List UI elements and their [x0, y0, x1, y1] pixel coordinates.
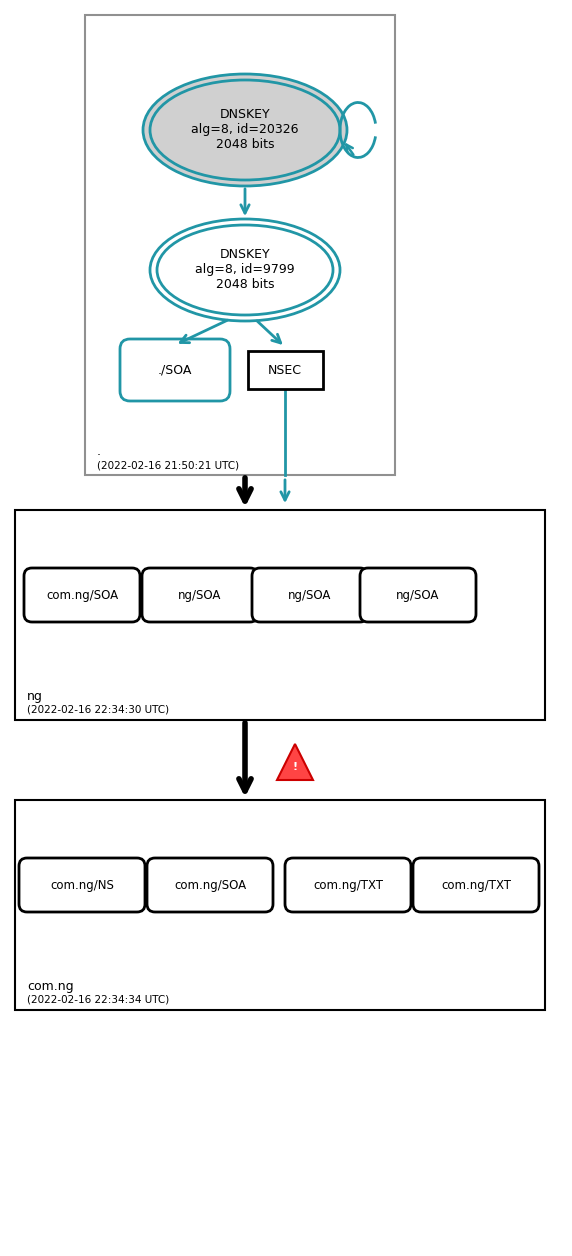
Text: com.ng/TXT: com.ng/TXT [313, 878, 383, 892]
FancyBboxPatch shape [252, 568, 368, 622]
Text: com.ng/NS: com.ng/NS [50, 878, 114, 892]
Text: !: ! [292, 762, 297, 772]
Text: ng: ng [27, 690, 43, 703]
FancyBboxPatch shape [360, 568, 476, 622]
FancyBboxPatch shape [24, 568, 140, 622]
Text: com.ng/SOA: com.ng/SOA [46, 589, 118, 602]
FancyBboxPatch shape [142, 568, 258, 622]
Text: (2022-02-16 21:50:21 UTC): (2022-02-16 21:50:21 UTC) [97, 460, 239, 470]
FancyBboxPatch shape [120, 339, 230, 401]
Ellipse shape [157, 225, 333, 315]
Bar [15, 800, 545, 1010]
Text: ng/SOA: ng/SOA [288, 589, 332, 602]
FancyBboxPatch shape [147, 858, 273, 912]
Bar [85, 15, 395, 475]
FancyBboxPatch shape [285, 858, 411, 912]
Text: com.ng/SOA: com.ng/SOA [174, 878, 246, 892]
FancyBboxPatch shape [413, 858, 539, 912]
Text: ng/SOA: ng/SOA [178, 589, 222, 602]
Bar [15, 510, 545, 720]
Ellipse shape [150, 80, 340, 180]
Text: (2022-02-16 22:34:34 UTC): (2022-02-16 22:34:34 UTC) [27, 995, 169, 1005]
Polygon shape [277, 744, 313, 780]
Text: NSEC: NSEC [268, 363, 302, 377]
Bar [248, 350, 323, 389]
Text: DNSKEY
alg=8, id=9799
2048 bits: DNSKEY alg=8, id=9799 2048 bits [195, 249, 295, 291]
Ellipse shape [150, 219, 340, 322]
Text: com.ng/TXT: com.ng/TXT [441, 878, 511, 892]
Ellipse shape [143, 74, 347, 186]
Text: com.ng: com.ng [27, 980, 74, 993]
Text: ./SOA: ./SOA [158, 363, 192, 377]
Text: DNSKEY
alg=8, id=20326
2048 bits: DNSKEY alg=8, id=20326 2048 bits [191, 108, 299, 152]
Text: .: . [97, 445, 101, 458]
Text: ng/SOA: ng/SOA [396, 589, 440, 602]
FancyBboxPatch shape [19, 858, 145, 912]
Text: (2022-02-16 22:34:30 UTC): (2022-02-16 22:34:30 UTC) [27, 705, 169, 715]
